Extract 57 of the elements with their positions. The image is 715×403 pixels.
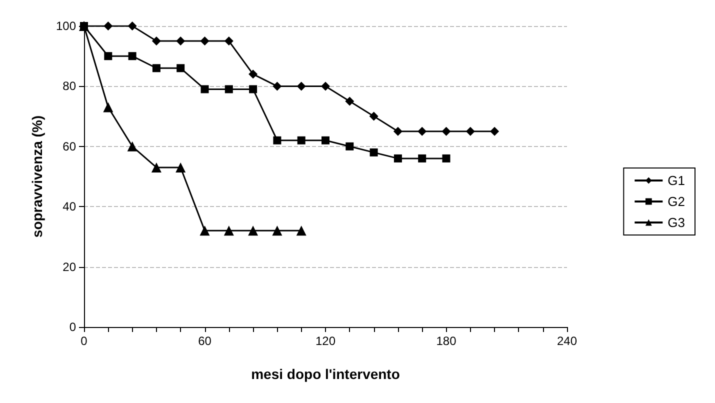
legend-label: G3	[668, 215, 685, 230]
y-axis-title: sopravvivenza (%)	[29, 115, 45, 238]
y-tick-label: 40	[62, 200, 76, 214]
point	[128, 52, 136, 60]
point	[152, 36, 161, 46]
point	[248, 226, 258, 236]
y-tick-label: 100	[56, 19, 76, 33]
point	[296, 226, 306, 236]
point	[151, 162, 162, 172]
y-tick-label: 20	[62, 260, 76, 274]
point	[272, 82, 282, 91]
point	[394, 154, 402, 162]
point	[224, 85, 233, 94]
x-tick-label: 120	[315, 334, 336, 348]
point	[104, 22, 113, 30]
point	[393, 126, 402, 136]
point	[345, 96, 354, 106]
point	[152, 64, 160, 72]
point	[176, 64, 185, 72]
point	[273, 136, 282, 144]
x-tick-label: 240	[556, 334, 578, 348]
point	[128, 22, 137, 30]
point	[224, 36, 234, 46]
point	[272, 226, 282, 236]
point	[370, 148, 378, 156]
y-tick-label: 80	[62, 79, 76, 94]
point	[322, 136, 330, 144]
x-tick-label: 180	[436, 334, 457, 348]
y-tick-label: 60	[62, 139, 76, 154]
point	[224, 226, 234, 236]
legend-label: G2	[668, 194, 685, 209]
y-tick-label: 0	[69, 320, 76, 334]
point	[103, 102, 114, 112]
point	[200, 226, 210, 236]
point	[466, 126, 475, 136]
point	[418, 154, 426, 162]
point	[127, 141, 138, 152]
point	[176, 162, 186, 172]
point	[442, 126, 451, 136]
point	[442, 154, 450, 162]
point	[200, 36, 210, 46]
point	[249, 85, 258, 94]
point	[296, 82, 306, 91]
x-tick-label: 60	[198, 334, 212, 348]
point	[104, 52, 112, 60]
point	[297, 136, 306, 144]
point	[248, 70, 258, 79]
x-axis-title: mesi dopo l'intervento	[251, 366, 400, 382]
point	[369, 112, 378, 121]
point	[490, 126, 500, 136]
legend-label: G1	[668, 173, 685, 188]
point	[200, 85, 209, 94]
point	[418, 126, 427, 136]
point	[321, 82, 330, 91]
point	[176, 36, 186, 46]
x-tick-label: 0	[80, 334, 88, 348]
point	[346, 142, 354, 150]
